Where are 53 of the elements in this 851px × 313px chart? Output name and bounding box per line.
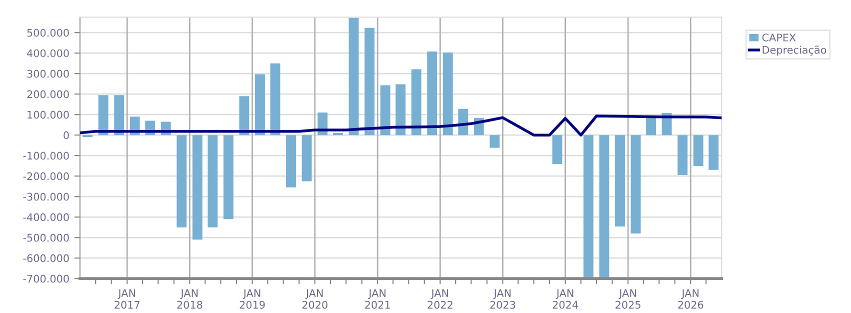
x-tick-label: JAN 2026 — [678, 289, 704, 309]
bar — [630, 135, 641, 234]
bar — [678, 135, 688, 176]
bar — [192, 135, 202, 240]
x-tick-label: JAN 2018 — [177, 289, 202, 309]
bar — [98, 95, 108, 136]
y-tick-label: -400.000 — [23, 213, 69, 222]
y-tick-label: -100.000 — [23, 152, 69, 160]
bar — [615, 135, 625, 227]
y-tick-label: 400.000 — [27, 49, 69, 58]
bar — [348, 18, 359, 136]
x-tick-label: JAN 2020 — [302, 289, 328, 309]
bar — [411, 69, 422, 136]
y-tick-label: -500.000 — [23, 234, 69, 242]
bar — [208, 135, 218, 228]
x-tick-label: JAN 2025 — [616, 289, 640, 309]
y-tick-label: 500.000 — [27, 28, 69, 37]
bar — [599, 135, 610, 278]
bar — [490, 135, 500, 148]
y-tick-label: -200.000 — [23, 172, 69, 180]
y-tick-label: 100.000 — [28, 110, 69, 119]
bar — [255, 74, 265, 136]
bar — [302, 135, 312, 182]
y-tick-label: 0 — [64, 131, 69, 140]
x-tick-label: JAN 2022 — [428, 289, 452, 309]
x-tick-label: JAN 2023 — [490, 289, 516, 309]
bar — [427, 51, 438, 136]
bar — [442, 52, 453, 136]
y-tick-label: 300.000 — [27, 70, 69, 78]
x-tick-label: JAN 2019 — [240, 289, 265, 309]
bar — [364, 28, 375, 136]
bar — [396, 84, 406, 136]
y-tick-label: -300.000 — [23, 192, 69, 201]
bar — [646, 118, 656, 136]
bar — [583, 135, 594, 279]
bar — [114, 95, 124, 136]
legend-label: CAPEX — [762, 34, 796, 42]
bar — [223, 135, 234, 220]
y-tick-label: -600.000 — [23, 254, 69, 262]
y-tick-label: -700.000 — [23, 274, 69, 283]
bar — [176, 135, 187, 228]
bar — [380, 85, 390, 136]
x-tick-label: JAN 2021 — [365, 289, 390, 309]
legend-label: Depreciação — [762, 46, 826, 56]
line-series — [80, 114, 722, 136]
bar — [552, 135, 562, 164]
y-tick-label: 200.000 — [27, 90, 69, 98]
bar — [708, 135, 719, 170]
bar — [286, 135, 296, 188]
x-tick-label: JAN 2024 — [552, 289, 578, 309]
bar — [693, 135, 704, 166]
bar — [270, 63, 280, 136]
x-tick-label: JAN 2017 — [114, 289, 140, 309]
